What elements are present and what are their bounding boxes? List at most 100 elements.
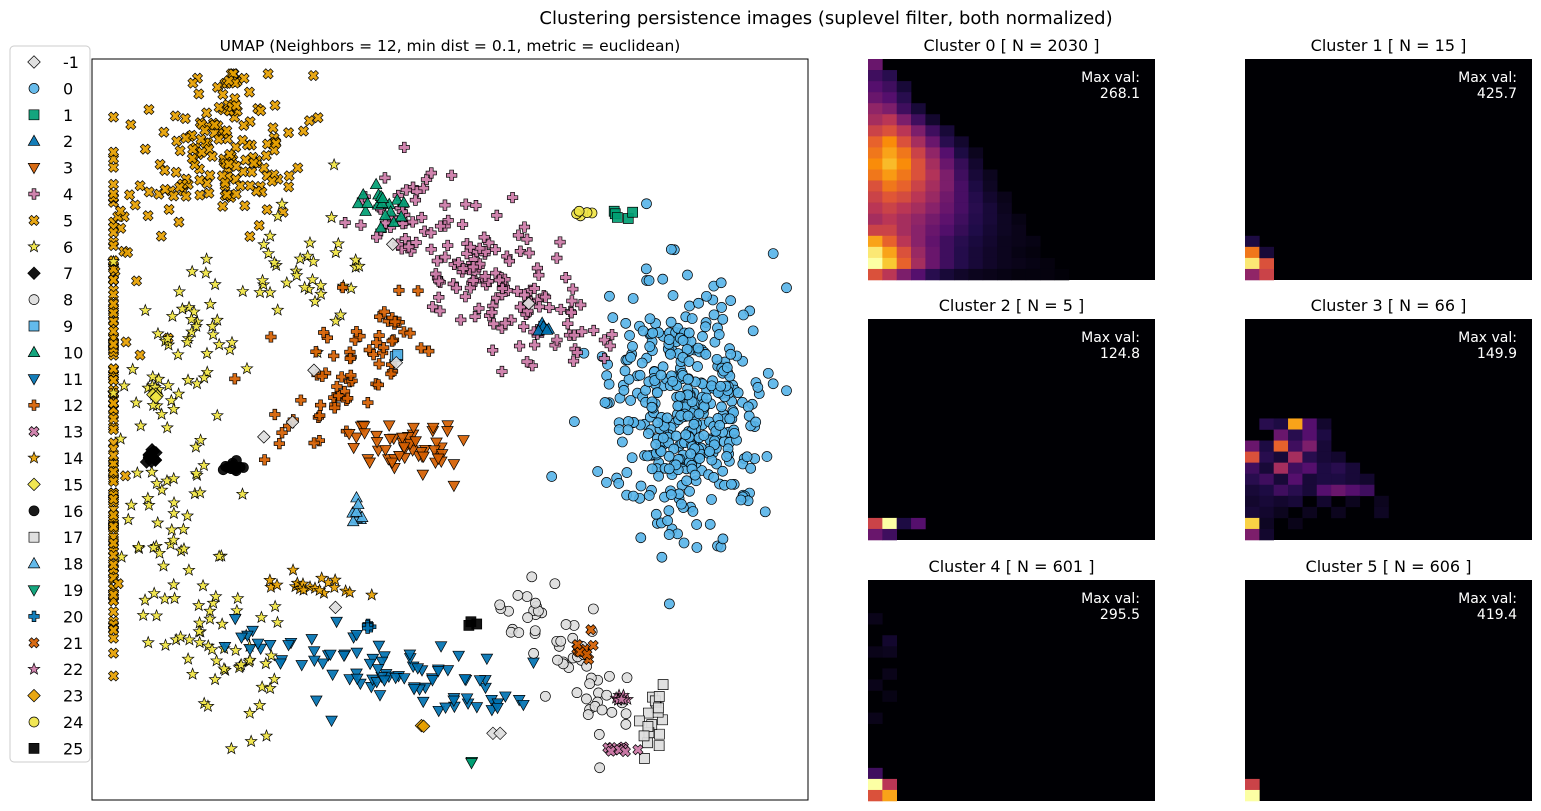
- cluster-11-point: [243, 644, 257, 656]
- cluster-0-point: [714, 420, 726, 431]
- cluster-4-point: [430, 268, 442, 280]
- cluster-0-point: [621, 467, 633, 478]
- legend-label: 22: [63, 660, 83, 679]
- cluster-6-point: [155, 483, 169, 496]
- cluster-5-point: [107, 647, 120, 659]
- cluster-0-point: [677, 335, 689, 346]
- heatmap-cell: [1316, 451, 1332, 463]
- cluster-3-point: [349, 432, 363, 444]
- heatmap-cell: [982, 169, 998, 181]
- cluster-4-point: [523, 247, 535, 259]
- cluster-0-point: [625, 395, 636, 406]
- cluster-17-point: [654, 728, 665, 740]
- cluster-0-point: [691, 542, 703, 553]
- cluster-5-point: [107, 537, 120, 549]
- cluster-6-point: [189, 319, 203, 333]
- cluster-6-point: [224, 741, 239, 755]
- cluster-16-point: [230, 465, 242, 477]
- cluster-6-point: [267, 255, 282, 269]
- heatmap-cell: [1245, 473, 1260, 486]
- cluster-8-point: [513, 627, 525, 638]
- cluster-4-point: [433, 275, 445, 287]
- heatmap-cell: [925, 180, 941, 192]
- cluster-8-point: [494, 599, 506, 611]
- cluster-6-point: [230, 603, 244, 617]
- heatmap-cell: [882, 528, 897, 541]
- cluster-11-point: [403, 649, 417, 661]
- heatmap-cell: [882, 635, 897, 647]
- legend-label: 1: [63, 106, 73, 125]
- cluster-0-point: [674, 390, 686, 402]
- heatmap-cell: [954, 224, 969, 237]
- heatmap-cell: [1011, 224, 1027, 237]
- cluster-6-point: [193, 485, 207, 499]
- legend-item: 4: [28, 185, 73, 204]
- cluster-9-point: [392, 349, 404, 360]
- legend-marker: [28, 109, 40, 121]
- cluster-4-point: [446, 169, 458, 181]
- legend-item: 6: [27, 238, 73, 257]
- cluster-12-point: [336, 371, 348, 383]
- cluster-6-point: [270, 615, 285, 629]
- cluster-5-point: [143, 103, 155, 116]
- cluster-0-point: [688, 418, 700, 430]
- cluster-0-point: [735, 494, 747, 506]
- cluster-11-point: [235, 632, 248, 644]
- cluster-17-point: [653, 702, 664, 714]
- cluster-19-point: [465, 758, 478, 770]
- cluster-6-point: [193, 433, 208, 446]
- legend-label: 11: [63, 370, 83, 389]
- cluster-5-point: [180, 132, 192, 144]
- heatmap-cell: [925, 268, 941, 281]
- cluster-11-point: [458, 674, 472, 686]
- heatmap-cell: [882, 70, 897, 82]
- cluster-11-point: [480, 653, 494, 666]
- heatmap-cell: [896, 235, 912, 248]
- cluster-6-point: [210, 408, 224, 422]
- heatmap-cell: [954, 268, 969, 281]
- cluster-6-point: [290, 268, 304, 282]
- heatmap-cell: [925, 191, 941, 203]
- heatmap-cell: [1288, 484, 1303, 497]
- cluster-12-point: [344, 352, 356, 365]
- legend-items: -101234567891011121314151617181920212223…: [27, 53, 83, 758]
- cluster-4-point: [551, 334, 563, 346]
- cluster-4-point: [407, 216, 419, 228]
- cluster-4-point: [455, 314, 467, 326]
- cluster-10-point: [374, 221, 388, 233]
- heatmap-cell: [982, 268, 998, 281]
- heatmap-cell: [1054, 268, 1070, 281]
- cluster-6-point: [185, 264, 199, 278]
- cluster-5-point: [246, 166, 258, 178]
- heatmap-cell: [982, 235, 998, 248]
- legend-label: 23: [63, 687, 83, 706]
- cluster-12-point: [373, 358, 385, 370]
- cluster-12-point: [295, 394, 307, 406]
- cluster-8-point: [512, 590, 524, 601]
- cluster-10-point: [378, 208, 392, 221]
- cluster-8-point: [594, 762, 606, 774]
- cluster-0-point: [683, 327, 695, 339]
- legend-frame: [9, 45, 91, 763]
- heatmap-panel: Cluster 1 [ N = 15 ] Max val:425.7: [1245, 36, 1532, 281]
- heatmap-cell: [1273, 462, 1289, 474]
- cluster-4-point: [539, 291, 552, 303]
- legend-marker: [28, 426, 40, 438]
- cluster-24-point: [573, 205, 585, 217]
- cluster-6-point: [177, 542, 191, 555]
- cluster-5-point: [107, 424, 120, 436]
- cluster-6-point: [146, 369, 160, 383]
- cluster-12-point: [412, 285, 424, 297]
- heatmap-cell: [925, 257, 941, 270]
- heatmap-cell: [968, 180, 984, 192]
- heatmap-cell: [1259, 418, 1274, 430]
- heatmap-cell: [882, 92, 897, 104]
- legend-label: 10: [63, 343, 83, 362]
- legend-label: 21: [63, 634, 83, 653]
- cluster-0-point: [665, 489, 677, 500]
- cluster-6-point: [146, 540, 161, 554]
- cluster-0-point: [657, 273, 669, 285]
- heatmap-cell: [939, 136, 955, 148]
- heatmap-cell: [1302, 429, 1318, 441]
- cluster-0-point: [601, 477, 612, 488]
